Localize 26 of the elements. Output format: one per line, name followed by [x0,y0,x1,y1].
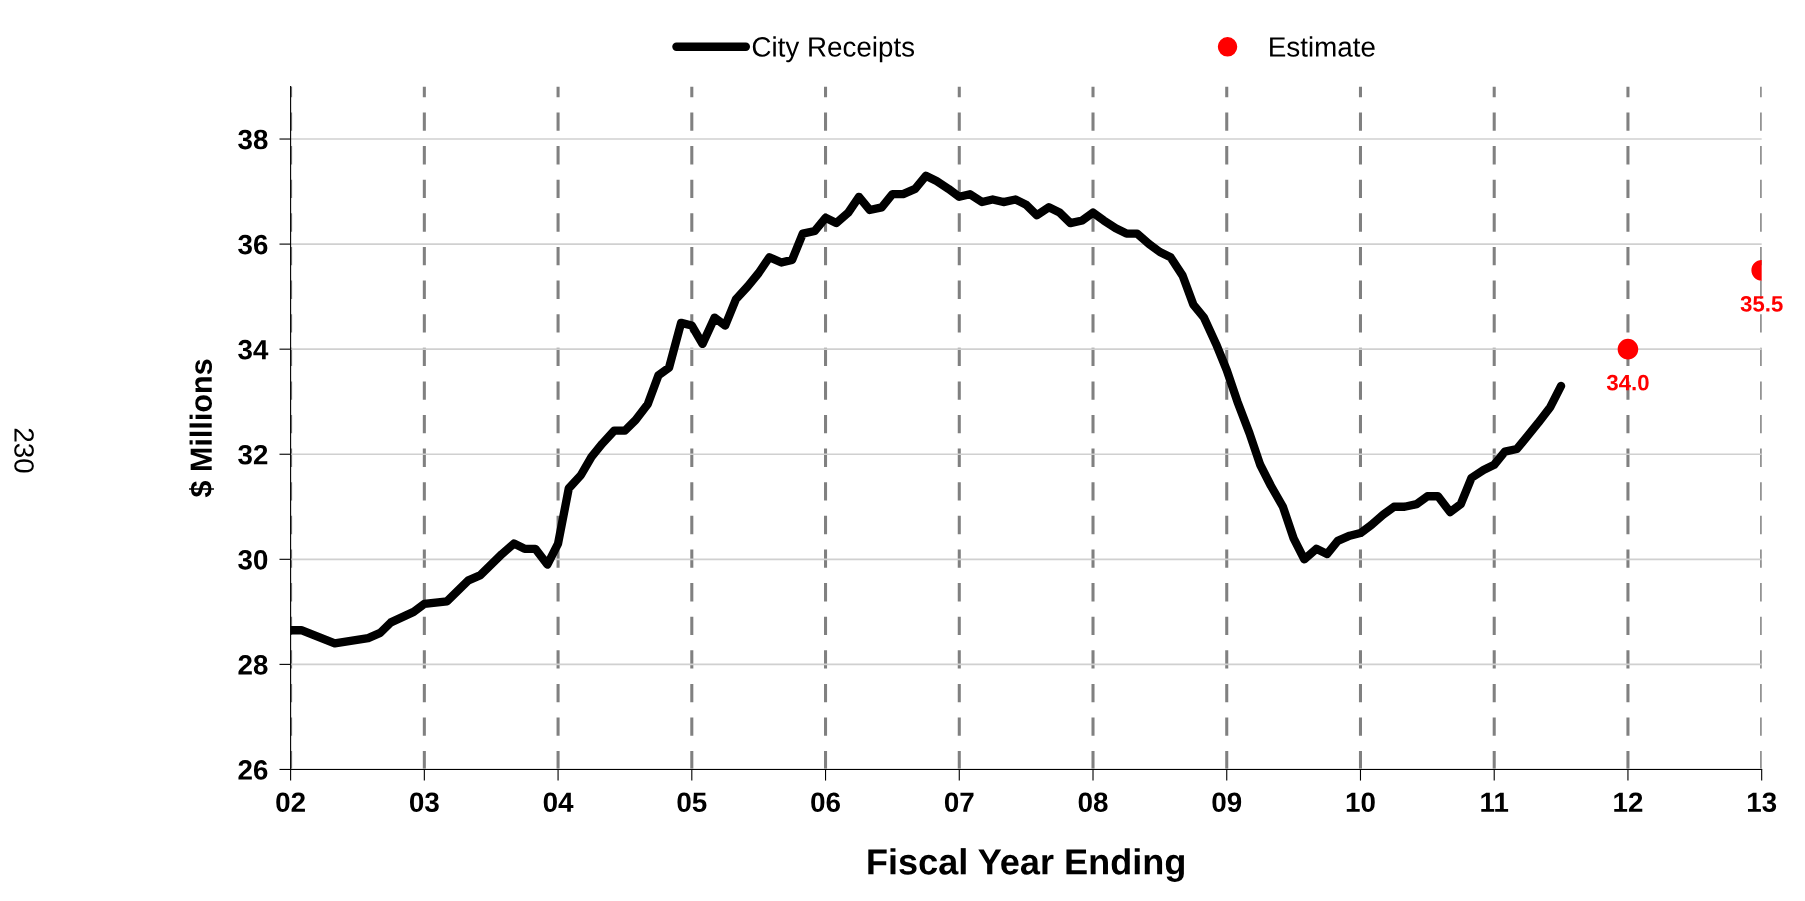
y-tick-label: 26 [238,760,268,780]
x-tick-label: 07 [944,792,974,813]
x-tick-label: 06 [811,792,840,813]
x-tick-label: 04 [543,792,574,813]
y-tick-label: 32 [238,444,268,465]
y-tick-label: 28 [238,655,268,675]
x-tick-label: 08 [1078,792,1108,813]
text: 230 [14,428,34,473]
x-tick-label: 05 [677,792,707,813]
x-axis-title: Fiscal Year Ending [868,848,1184,882]
x-tick-label: 12 [1614,792,1643,812]
x-tick-label: 11 [1481,792,1509,812]
x-tick-label: 02 [276,792,305,813]
x-tick-label: 09 [1212,792,1242,813]
y-tick-label: 38 [238,129,268,150]
x-tick-label: 13 [1747,792,1777,813]
y-tick-label: 30 [238,549,268,570]
legend-label: City Receipts [752,36,915,63]
data-label: 35.5 [1740,295,1783,312]
y-tick-label: 34 [238,339,269,360]
y-axis-title: $ Millions [189,359,214,498]
x-tick-label: 03 [409,792,439,813]
x-tick-label: 10 [1346,792,1375,813]
legend-label: Estimate [1270,36,1375,57]
data-label: 34.0 [1606,374,1649,391]
y-tick-label: 36 [238,234,268,255]
